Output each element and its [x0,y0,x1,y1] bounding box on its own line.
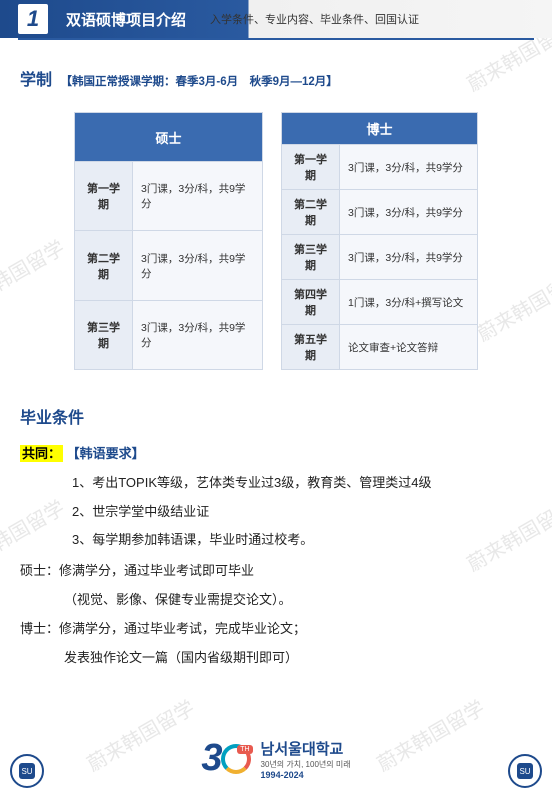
table-cell: 3门课，3分/科，共9学分 [133,300,263,369]
table-cell: 3门课，3分/科，共9学分 [340,190,478,235]
grad-phd-line1: 博士：修满学分，通过毕业考试，完成毕业论文； [20,619,532,640]
th-badge: TH [237,745,252,754]
table-cell: 1门课，3分/科+撰写论文 [340,280,478,325]
grad-item: 2、世宗学堂中级结业证 [72,502,532,523]
master-header: 硕士 [75,113,263,162]
doctor-table: 博士 第一学期3门课，3分/科，共9学分 第二学期3门课，3分/科，共9学分 第… [281,112,478,370]
table-cell: 第四学期 [282,280,340,325]
table-cell: 3门课，3分/科，共9学分 [340,235,478,280]
grad-title: 毕业条件 [20,404,532,428]
footer-years: 1994-2024 [261,770,351,780]
grad-item: 3、每学期参加韩语课，毕业时通过校考。 [72,530,532,551]
header-underline [18,38,534,40]
grad-item: 1、考出TOPIK等级，艺体类专业过3级，教育类、管理类过4级 [72,473,532,494]
header-subtitle: 入学条件、专业内容、毕业条件、回国认证 [210,11,419,27]
logo-0: TH [221,744,251,774]
logo-30-icon: 3 TH [201,737,250,780]
schedule-title-text: 学制 [20,72,52,89]
page-header: 1 双语硕博项目介绍 入学条件、专业内容、毕业条件、回国认证 [0,0,552,38]
footer: 3 TH 남서울대학교 30년의 가치, 100년의 미래 1994-2024 [0,737,552,780]
common-note: 【韩语要求】 [67,446,145,461]
doctor-header: 博士 [282,113,478,145]
grad-ms-line1: 硕士：修满学分，通过毕业考试即可毕业 [20,561,532,582]
footer-text: 남서울대학교 30년의 가치, 100년의 미래 1994-2024 [261,738,351,780]
table-cell: 第三学期 [282,235,340,280]
footer-univ: 남서울대학교 [261,738,351,759]
table-cell: 3门课，3分/科，共9学分 [340,145,478,190]
table-cell: 第一学期 [75,162,133,231]
table-cell: 第三学期 [75,300,133,369]
table-cell: 第五学期 [282,325,340,370]
table-cell: 论文审查+论文答辩 [340,325,478,370]
table-cell: 第二学期 [282,190,340,235]
table-cell: 3门课，3分/科，共9学分 [133,162,263,231]
schedule-title: 学制 【韩国正常授课学期：春季3月-6月 秋季9月—12月】 [20,66,532,90]
grad-ms-line2: （视觉、影像、保健专业需提交论文）。 [64,590,532,611]
master-table: 硕士 第一学期3门课，3分/科，共9学分 第二学期3门课，3分/科，共9学分 第… [74,112,263,370]
schedule-note: 【韩国正常授课学期：春季3月-6月 秋季9月—12月】 [60,76,337,88]
header-number: 1 [18,4,48,34]
footer-tag: 30년의 가치, 100년의 미래 [261,759,351,770]
logo-3: 3 [201,737,222,780]
common-label: 共同： [20,445,63,462]
tables-row: 硕士 第一学期3门课，3分/科，共9学分 第二学期3门课，3分/科，共9学分 第… [20,112,532,370]
header-title: 双语硕博项目介绍 [66,9,186,30]
table-cell: 第二学期 [75,231,133,300]
table-cell: 第一学期 [282,145,340,190]
grad-phd-line2: 发表独作论文一篇（国内省级期刊即可） [64,648,532,669]
table-cell: 3门课，3分/科，共9学分 [133,231,263,300]
